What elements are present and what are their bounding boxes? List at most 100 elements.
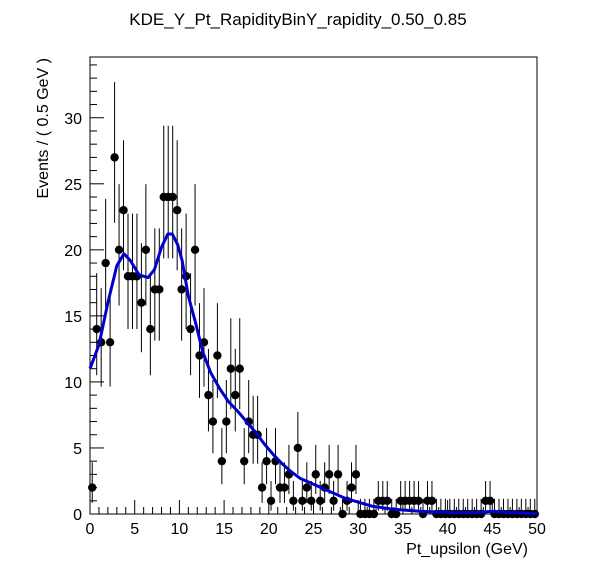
data-point [123, 213, 133, 329]
data-point [137, 243, 146, 353]
x-tick-label: 25 [305, 521, 323, 538]
data-marker [101, 258, 110, 268]
y-tick-label: 25 [64, 177, 82, 194]
data-marker [262, 456, 271, 466]
data-marker [329, 496, 338, 505]
data-point [222, 379, 231, 454]
data-marker [307, 496, 316, 505]
data-marker [311, 470, 320, 479]
data-marker [414, 496, 423, 505]
x-tick-label: 15 [215, 521, 233, 538]
data-point [177, 228, 186, 341]
data-marker [217, 456, 227, 466]
y-tick-label: 30 [64, 111, 82, 128]
data-point [338, 498, 347, 519]
data-point [119, 140, 128, 271]
data-point [244, 379, 253, 454]
data-point [347, 462, 356, 503]
data-marker [369, 509, 379, 519]
data-point [481, 480, 490, 511]
data-marker [298, 496, 307, 505]
data-point [275, 462, 285, 503]
data-point [262, 428, 271, 485]
data-point [199, 288, 209, 387]
data-point [324, 444, 334, 494]
data-point [172, 140, 182, 271]
data-point [333, 444, 343, 494]
data-marker [316, 496, 325, 505]
data-marker [222, 417, 231, 426]
data-marker [105, 338, 115, 347]
data-point [186, 273, 195, 376]
x-tick-label: 20 [260, 521, 278, 538]
data-point [423, 480, 432, 511]
data-marker [141, 245, 151, 255]
x-tick-label: 30 [349, 521, 367, 538]
data-marker [88, 483, 97, 492]
data-marker [195, 351, 204, 360]
data-point [485, 480, 495, 511]
data-marker [338, 509, 347, 519]
kde-curve-line [88, 232, 537, 515]
data-marker [155, 285, 164, 294]
data-point [110, 82, 119, 223]
y-axis-label: Events / ( 0.5 GeV ) [35, 58, 52, 199]
y-tick-label: 20 [64, 243, 82, 260]
y-tick-label: 15 [64, 309, 82, 326]
data-point [226, 318, 236, 410]
data-point [208, 379, 218, 454]
data-point [105, 288, 115, 387]
chart-title: KDE_Y_Pt_RapidityBinY_rapidity_0.50_0.85 [129, 10, 466, 29]
y-axis-tick-labels: 0 5 10 15 20 25 30 [64, 111, 82, 524]
data-marker [92, 324, 101, 334]
data-marker [324, 470, 334, 479]
plot-frame [89, 56, 538, 515]
data-point [88, 462, 97, 503]
data-marker [146, 324, 155, 334]
data-marker [333, 470, 343, 479]
data-marker [119, 206, 128, 215]
data-points [88, 82, 539, 519]
data-point [351, 444, 361, 494]
data-point [195, 303, 204, 398]
data-point [383, 480, 392, 511]
data-point [92, 273, 101, 376]
data-marker [240, 456, 249, 466]
data-marker [213, 351, 222, 360]
data-marker [485, 496, 495, 505]
x-tick-label: 45 [483, 521, 501, 538]
data-marker [231, 390, 240, 400]
x-tick-label: 40 [439, 521, 457, 538]
data-point [391, 498, 401, 519]
data-point [427, 480, 437, 511]
data-point [266, 480, 276, 511]
data-marker [172, 206, 182, 215]
x-tick-label: 35 [394, 521, 412, 538]
data-point [530, 498, 539, 519]
data-point [320, 462, 329, 503]
data-point [405, 480, 414, 511]
x-tick-label: 5 [130, 521, 139, 538]
x-axis-label: Pt_upsilon (GeV) [406, 541, 528, 558]
y-tick-label: 10 [64, 375, 82, 392]
data-marker [293, 443, 303, 453]
data-point [289, 480, 298, 511]
data-point [190, 184, 200, 306]
data-marker [186, 324, 195, 334]
data-point [146, 273, 155, 376]
x-axis-tick-labels: 0 5 10 15 20 25 30 35 40 45 50 [86, 521, 546, 538]
data-marker [302, 483, 311, 492]
data-marker [190, 245, 200, 255]
data-point [257, 462, 267, 503]
kde-curve [88, 232, 537, 515]
x-tick-label: 0 [86, 521, 95, 538]
data-point [293, 411, 303, 475]
data-point [235, 318, 244, 410]
x-tick-label: 50 [528, 521, 546, 538]
data-marker [177, 285, 186, 294]
data-point [298, 480, 307, 511]
data-marker [257, 483, 267, 492]
data-marker [110, 153, 119, 162]
data-marker [427, 496, 437, 505]
